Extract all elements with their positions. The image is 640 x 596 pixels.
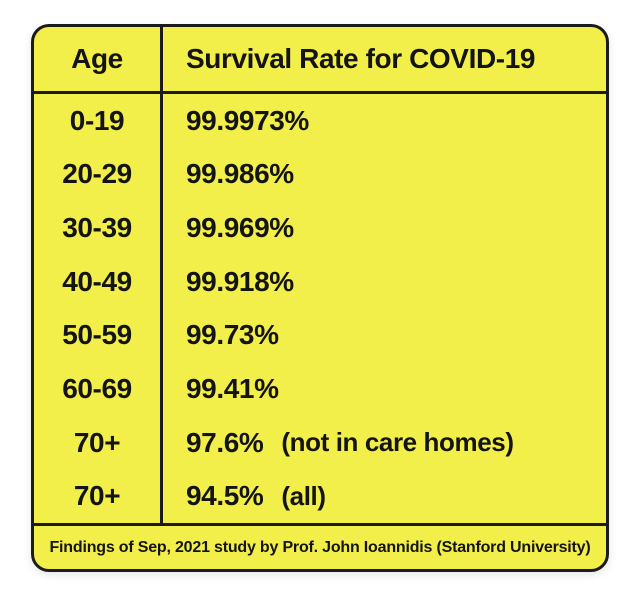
rate-value: 97.6% [186,426,264,458]
age-label: 70+ [73,426,121,458]
age-label: 0-19 [69,104,125,136]
rate-cell: 99.969% [163,201,606,255]
table-header-row: Age Survival Rate for COVID-19 [34,27,606,94]
age-header-cell: Age [34,27,163,91]
rate-cell: 94.5% (all) [163,469,606,523]
age-cell: 40-49 [34,254,163,309]
table-row: 40-49 99.918% [34,254,606,309]
age-cell: 50-59 [34,308,163,363]
age-label: 70+ [73,480,121,512]
rate-cell: 99.41% [163,362,606,416]
rate-value: 94.5% [186,480,264,512]
age-label: 30-39 [62,212,132,244]
rate-cell: 99.73% [163,309,606,363]
age-cell: 20-29 [34,147,163,202]
table-row: 30-39 99.969% [34,201,606,255]
table-row: 0-19 99.9973% [34,94,606,148]
table-body: 0-19 99.9973% 20-29 99.986% 30-39 99.969… [34,94,606,523]
age-label: 50-59 [62,319,132,351]
age-label: 60-69 [62,372,132,404]
rate-cell: 99.918% [163,255,606,309]
survival-rate-table-card: Age Survival Rate for COVID-19 0-19 99.9… [31,24,609,572]
rate-header-cell: Survival Rate for COVID-19 [163,27,606,91]
rate-value: 99.918% [186,265,294,297]
rate-value: 99.41% [186,372,279,404]
rate-value: 99.969% [186,212,294,244]
age-label: 20-29 [62,158,132,190]
age-cell: 30-39 [34,201,163,255]
age-cell: 60-69 [34,362,163,416]
age-cell: 70+ [34,469,163,523]
caption-bar: Findings of Sep, 2021 study by Prof. Joh… [34,523,606,569]
table-row: 70+ 94.5% (all) [34,469,606,523]
rate-header-label: Survival Rate for COVID-19 [186,43,536,74]
rate-cell: 99.986% [163,148,606,202]
table-row: 60-69 99.41% [34,362,606,416]
age-cell: 0-19 [34,94,163,148]
rate-value: 99.9973% [186,104,309,136]
rate-value: 99.73% [186,319,279,351]
rate-note: (all) [281,480,326,511]
age-cell: 70+ [34,415,163,470]
table-row: 50-59 99.73% [34,308,606,363]
table-row: 70+ 97.6% (not in care homes) [34,415,606,470]
rate-value: 99.986% [186,158,294,190]
table-row: 20-29 99.986% [34,147,606,202]
caption-text: Findings of Sep, 2021 study by Prof. Joh… [49,538,591,556]
age-header-label: Age [71,43,123,74]
rate-cell: 97.6% (not in care homes) [163,416,606,470]
age-label: 40-49 [62,265,132,297]
rate-cell: 99.9973% [163,94,606,148]
rate-note: (not in care homes) [281,427,514,458]
